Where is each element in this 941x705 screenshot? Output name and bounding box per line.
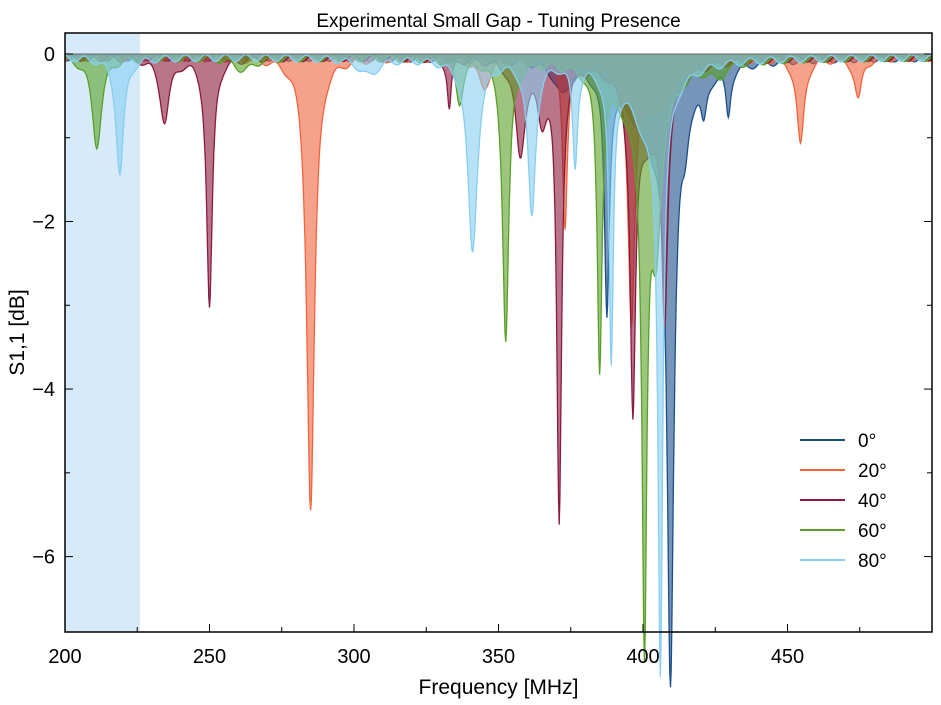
legend-label-1: 20° [858,461,887,482]
chart-title: Experimental Small Gap - Tuning Presence [316,11,680,32]
series-line-4 [64,53,933,677]
y-axis-label: S1,1 [dB] [6,289,29,375]
x-tick-label: 200 [48,646,81,668]
x-axis-label: Frequency [MHz] [419,676,579,699]
x-tick-label: 400 [626,646,659,668]
legend-label-3: 60° [858,521,887,542]
y-tick-label: −6 [32,547,55,569]
series-area-4 [65,53,932,677]
y-tick-label: −2 [32,211,55,233]
shaded-frequency-band [65,33,141,632]
series-layer [64,53,933,688]
x-tick-label: 300 [337,646,370,668]
series-line-3 [64,54,933,663]
legend-label-2: 40° [858,491,887,512]
series-3 [64,53,933,663]
series-area-3 [65,53,932,663]
legend-label-0: 0° [858,431,876,452]
legend-label-4: 80° [858,551,887,572]
y-tick-label: −4 [32,379,55,401]
y-tick-label: 0 [44,44,55,66]
series-0 [64,53,933,688]
legend: 0° 20° 40° 60° 80° [800,431,887,572]
x-tick-label: 250 [193,646,226,668]
series-area-0 [65,53,932,688]
series-line-0 [64,53,933,688]
x-tick-label: 350 [482,646,515,668]
series-4 [64,53,933,677]
axis-ticks: 200 250 300 350 400 450 0 −2 −4 −6 [32,44,932,668]
x-tick-label: 450 [771,646,804,668]
